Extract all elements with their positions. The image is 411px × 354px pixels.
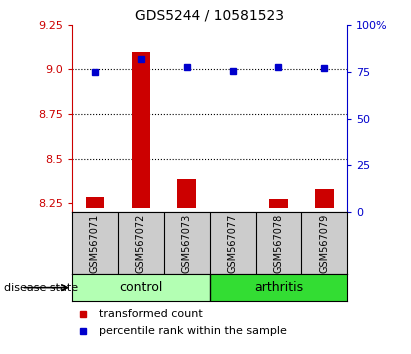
Text: GSM567071: GSM567071 xyxy=(90,214,100,273)
Bar xyxy=(132,52,150,208)
Bar xyxy=(85,197,104,208)
Text: transformed count: transformed count xyxy=(99,309,203,319)
Text: GSM567072: GSM567072 xyxy=(136,214,146,273)
Bar xyxy=(223,208,242,209)
Text: arthritis: arthritis xyxy=(254,281,303,294)
Bar xyxy=(178,179,196,208)
Title: GDS5244 / 10581523: GDS5244 / 10581523 xyxy=(135,8,284,22)
Text: percentile rank within the sample: percentile rank within the sample xyxy=(99,326,287,336)
Bar xyxy=(269,199,288,208)
Text: GSM567078: GSM567078 xyxy=(273,214,284,273)
Text: GSM567073: GSM567073 xyxy=(182,214,192,273)
Bar xyxy=(72,274,210,301)
Text: GSM567077: GSM567077 xyxy=(228,214,238,273)
Text: GSM567079: GSM567079 xyxy=(319,214,329,273)
Text: disease state: disease state xyxy=(4,282,78,293)
Bar xyxy=(210,274,347,301)
Text: control: control xyxy=(119,281,162,294)
Bar xyxy=(315,189,333,208)
